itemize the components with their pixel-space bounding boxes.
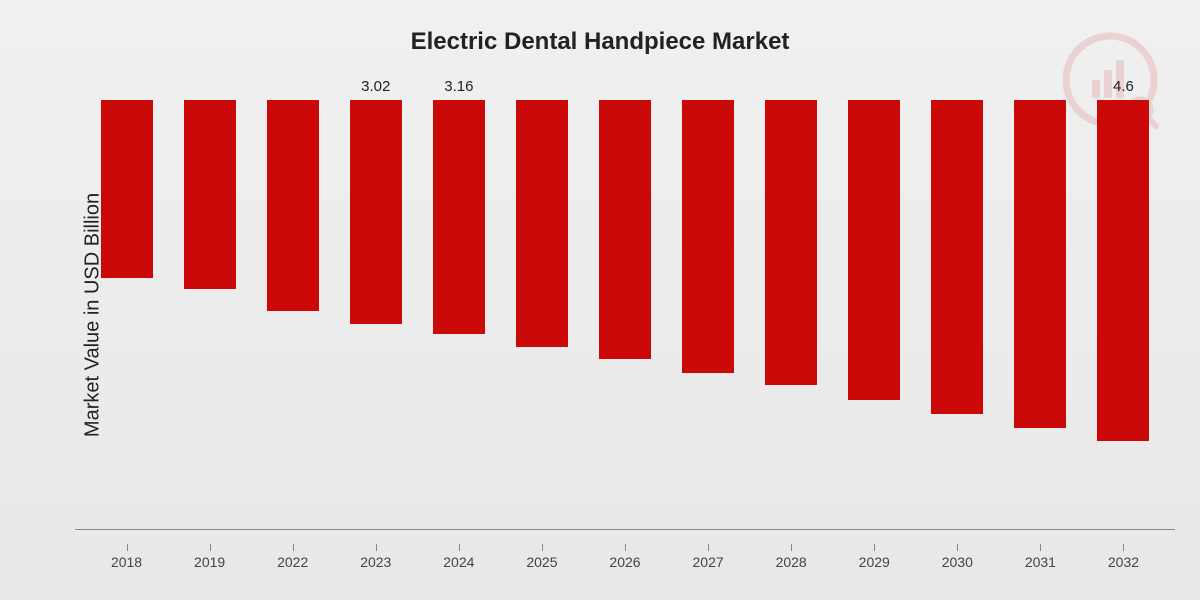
x-label-text: 2027 [693,554,724,570]
x-label-text: 2023 [360,554,391,570]
x-axis-label: 2031 [999,554,1082,570]
x-tick [625,544,626,551]
x-tick [1123,544,1124,551]
bar-group: 3.16 [417,100,500,530]
bar [516,100,568,347]
x-label-text: 2018 [111,554,142,570]
x-tick [874,544,875,551]
x-axis-label: 2024 [417,554,500,570]
bar-group [999,100,1082,530]
bar-group [85,100,168,530]
bar-group [916,100,999,530]
x-axis-line [75,529,1175,530]
x-axis-label: 2028 [750,554,833,570]
x-label-text: 2031 [1025,554,1056,570]
x-axis-label: 2019 [168,554,251,570]
bar-group: 3.02 [334,100,417,530]
bar [931,100,983,414]
bar [267,100,319,311]
bar-value-label: 4.6 [1113,78,1134,95]
bar-group [583,100,666,530]
x-label-text: 2022 [277,554,308,570]
x-axis-label: 2023 [334,554,417,570]
x-axis-label: 2022 [251,554,334,570]
x-axis-label: 2029 [833,554,916,570]
bar [599,100,651,359]
x-tick [957,544,958,551]
chart-title: Electric Dental Handpiece Market [0,0,1200,56]
x-label-text: 2030 [942,554,973,570]
chart-area: Market Value in USD Billion 3.023.164.6 [75,100,1175,530]
bars-container: 3.02 3.16 4.6 [75,100,1175,530]
x-axis-label: 2025 [500,554,583,570]
x-label-text: 2029 [859,554,890,570]
bar-value-label: 3.02 [361,78,390,95]
bar-group [500,100,583,530]
bar-group [750,100,833,530]
bar [184,100,236,289]
bar [765,100,817,385]
bar [682,100,734,373]
bar-group [251,100,334,530]
bar: 4.6 [1097,100,1149,441]
x-tick [127,544,128,551]
x-axis-label: 2026 [583,554,666,570]
bar-group [833,100,916,530]
bar: 3.02 [350,100,402,324]
x-axis-label: 2018 [85,554,168,570]
x-tick [708,544,709,551]
plot-area: 3.02 3.16 4.6 [75,100,1175,530]
bar-value-label: 3.16 [444,78,473,95]
x-label-text: 2032 [1108,554,1139,570]
x-label-text: 2019 [194,554,225,570]
x-axis-label: 2032 [1082,554,1165,570]
x-axis-labels: 2018 2019 2022 2023 2024 2025 2026 2027 2028 2029… [75,554,1175,570]
x-axis-label: 2027 [667,554,750,570]
bar [1014,100,1066,428]
bar-group: 4.6 [1082,100,1165,530]
x-tick [459,544,460,551]
x-tick [293,544,294,551]
x-tick [1040,544,1041,551]
bar-group [667,100,750,530]
x-tick [791,544,792,551]
bar: 3.16 [433,100,485,334]
x-tick [210,544,211,551]
x-label-text: 2024 [443,554,474,570]
x-tick [542,544,543,551]
x-label-text: 2025 [526,554,557,570]
x-axis-label: 2030 [916,554,999,570]
bar [101,100,153,278]
bar-group [168,100,251,530]
x-tick [376,544,377,551]
bar [848,100,900,400]
x-label-text: 2026 [609,554,640,570]
x-label-text: 2028 [776,554,807,570]
